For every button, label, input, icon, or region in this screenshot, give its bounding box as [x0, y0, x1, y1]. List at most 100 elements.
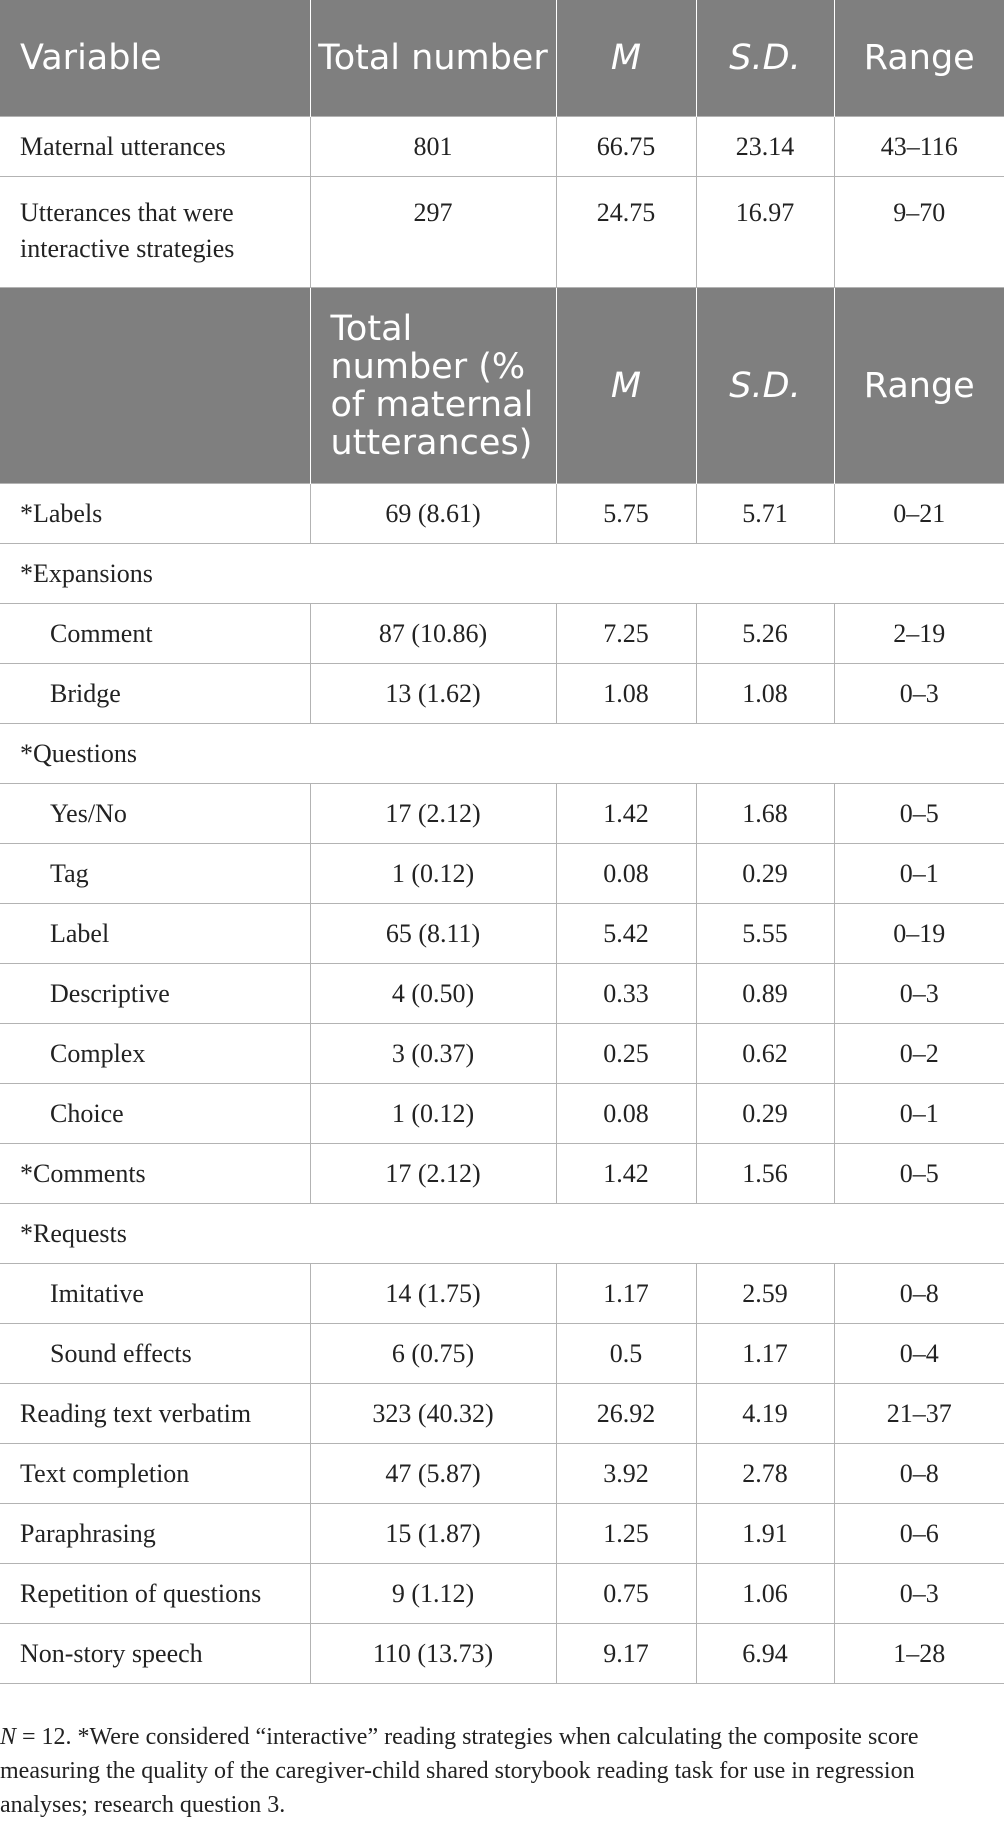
cell-mean: 0.5	[555, 1323, 697, 1384]
cell-total: 9 (1.12)	[309, 1563, 557, 1624]
cell-range: 0–3	[833, 663, 1004, 724]
cell-sd: 1.56	[695, 1143, 835, 1204]
row-label: Label	[0, 903, 311, 964]
table-row: *Labels 69 (8.61) 5.75 5.71 0–21	[0, 483, 1004, 544]
data-table: Variable Total number M S.D. Range Mater…	[0, 0, 1004, 1684]
row-label: Choice	[0, 1083, 311, 1144]
cell-range: 0–4	[833, 1323, 1004, 1384]
table-row: Choice 1 (0.12) 0.08 0.29 0–1	[0, 1083, 1004, 1144]
cell-range: 0–6	[833, 1503, 1004, 1564]
table-row: Comment 87 (10.86) 7.25 5.26 2–19	[0, 603, 1004, 664]
cell-sd: 23.14	[695, 116, 835, 177]
cell-mean: 3.92	[555, 1443, 697, 1504]
cell-sd: 1.17	[695, 1323, 835, 1384]
row-label: *Requests	[0, 1203, 1004, 1264]
footnote-n: N	[0, 1724, 17, 1750]
cell-mean: 9.17	[555, 1623, 697, 1684]
header-mean: M	[556, 0, 697, 117]
row-label: *Comments	[0, 1143, 311, 1204]
table-row: Reading text verbatim 323 (40.32) 26.92 4.1…	[0, 1383, 1004, 1444]
cell-total: 3 (0.37)	[309, 1023, 557, 1084]
row-label: *Expansions	[0, 543, 1004, 604]
row-label: Utterances that were interactive strateg…	[0, 176, 311, 288]
cell-mean: 26.92	[555, 1383, 697, 1444]
row-label: Paraphrasing	[0, 1503, 311, 1564]
cell-mean: 5.42	[555, 903, 697, 964]
row-label: Descriptive	[0, 963, 311, 1024]
table-row: Yes/No 17 (2.12) 1.42 1.68 0–5	[0, 783, 1004, 844]
cell-total: 4 (0.50)	[309, 963, 557, 1024]
table-row: *Expansions	[0, 543, 1004, 604]
header-range: Range	[834, 0, 1004, 117]
table-row: Bridge 13 (1.62) 1.08 1.08 0–3	[0, 663, 1004, 724]
cell-range: 0–1	[833, 843, 1004, 904]
cell-range: 9–70	[833, 176, 1004, 288]
cell-sd: 4.19	[695, 1383, 835, 1444]
cell-range: 0–3	[833, 963, 1004, 1024]
cell-range: 0–5	[833, 1143, 1004, 1204]
header-mean-2: M	[556, 287, 697, 484]
cell-sd: 5.26	[695, 603, 835, 664]
cell-range: 0–5	[833, 783, 1004, 844]
cell-sd: 1.91	[695, 1503, 835, 1564]
header-total-number-pct: Total number (% of maternal utterances)	[310, 287, 557, 484]
cell-mean: 0.08	[555, 1083, 697, 1144]
table-row: Descriptive 4 (0.50) 0.33 0.89 0–3	[0, 963, 1004, 1024]
cell-range: 0–1	[833, 1083, 1004, 1144]
row-label: Bridge	[0, 663, 311, 724]
cell-mean: 0.08	[555, 843, 697, 904]
row-label: Imitative	[0, 1263, 311, 1324]
header-sd: S.D.	[696, 0, 835, 117]
cell-range: 21–37	[833, 1383, 1004, 1444]
table-row: *Requests	[0, 1203, 1004, 1264]
table-row: Maternal utterances 801 66.75 23.14 43–1…	[0, 116, 1004, 177]
cell-sd: 5.71	[695, 483, 835, 544]
cell-sd: 1.68	[695, 783, 835, 844]
cell-range: 1–28	[833, 1623, 1004, 1684]
header-row-1: Variable Total number M S.D. Range	[0, 0, 1004, 117]
table-row: Label 65 (8.11) 5.42 5.55 0–19	[0, 903, 1004, 964]
cell-mean: 1.42	[555, 783, 697, 844]
table-row: Complex 3 (0.37) 0.25 0.62 0–2	[0, 1023, 1004, 1084]
header-blank	[0, 287, 311, 484]
row-label: Complex	[0, 1023, 311, 1084]
cell-sd: 6.94	[695, 1623, 835, 1684]
cell-mean: 1.42	[555, 1143, 697, 1204]
header-variable: Variable	[0, 0, 311, 117]
cell-sd: 16.97	[695, 176, 835, 288]
cell-range: 43–116	[833, 116, 1004, 177]
table-row: Imitative 14 (1.75) 1.17 2.59 0–8	[0, 1263, 1004, 1324]
cell-total: 6 (0.75)	[309, 1323, 557, 1384]
footnote-text: = 12. *Were considered “interactive” rea…	[0, 1724, 919, 1818]
cell-range: 2–19	[833, 603, 1004, 664]
cell-total: 15 (1.87)	[309, 1503, 557, 1564]
table-row: Repetition of questions 9 (1.12) 0.75 1.06 0…	[0, 1563, 1004, 1624]
header-total-number: Total number	[310, 0, 557, 117]
table-row: *Comments 17 (2.12) 1.42 1.56 0–5	[0, 1143, 1004, 1204]
cell-sd: 0.29	[695, 1083, 835, 1144]
cell-range: 0–21	[833, 483, 1004, 544]
cell-total: 17 (2.12)	[309, 1143, 557, 1204]
cell-sd: 2.78	[695, 1443, 835, 1504]
cell-total: 801	[309, 116, 557, 177]
row-label: Non-story speech	[0, 1623, 311, 1684]
table-footnote: N = 12. *Were considered “interactive” r…	[0, 1720, 990, 1822]
cell-total: 69 (8.61)	[309, 483, 557, 544]
cell-sd: 1.08	[695, 663, 835, 724]
row-label: Repetition of questions	[0, 1563, 311, 1624]
table-row: Sound effects 6 (0.75) 0.5 1.17 0–4	[0, 1323, 1004, 1384]
cell-mean: 7.25	[555, 603, 697, 664]
cell-sd: 1.06	[695, 1563, 835, 1624]
cell-mean: 0.33	[555, 963, 697, 1024]
cell-mean: 24.75	[555, 176, 697, 288]
header-sd-2: S.D.	[696, 287, 835, 484]
cell-total: 13 (1.62)	[309, 663, 557, 724]
table-row: Text completion 47 (5.87) 3.92 2.78 0–8	[0, 1443, 1004, 1504]
row-label: Text completion	[0, 1443, 311, 1504]
row-label: Reading text verbatim	[0, 1383, 311, 1444]
row-label: Comment	[0, 603, 311, 664]
row-label: Sound effects	[0, 1323, 311, 1384]
row-label: Tag	[0, 843, 311, 904]
cell-range: 0–3	[833, 1563, 1004, 1624]
cell-total: 1 (0.12)	[309, 843, 557, 904]
